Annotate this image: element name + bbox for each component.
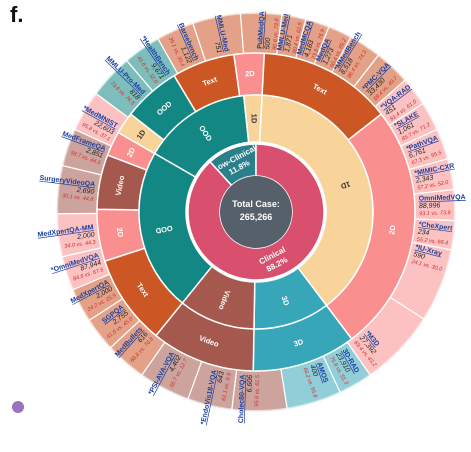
center-value: 265,266	[240, 212, 273, 222]
dataset-count: 500	[264, 37, 272, 49]
ring3-label-8: Video	[114, 174, 127, 196]
center-label: Total Case:	[232, 199, 280, 209]
dataset-name: *CheXpert	[418, 221, 453, 232]
dataset-stat: 34.0 vs. 44.3	[64, 239, 97, 249]
dataset-stat: 30.1 vs. 44.8	[62, 193, 95, 203]
dataset-count: 234	[416, 229, 430, 238]
dataset-name: Cholec80-VQA	[238, 375, 247, 424]
dataset-name: OmniMedVQA	[419, 194, 466, 203]
dataset-count: 1,871	[284, 34, 294, 53]
outer-ring	[55, 11, 457, 413]
dataset-stat: 80.8 vs. 73.8	[272, 17, 280, 50]
dataset-count: 400	[308, 364, 319, 377]
ring2-label-5: OOD	[154, 224, 173, 236]
dataset-count: 6,606	[247, 375, 255, 393]
dataset-stat: 61.1 vs. 8.9	[221, 372, 233, 401]
ring2-label-3: 3D	[280, 295, 292, 307]
ring3-label-1: 2D	[245, 69, 256, 78]
dataset-count: 88,996	[419, 202, 441, 210]
ring2-segment-5	[138, 152, 214, 304]
dataset-stat: 95.9 vs. 61.5	[254, 374, 261, 407]
center-disc	[220, 176, 292, 248]
outer-edge	[56, 12, 456, 412]
dataset-stat: 55.2 vs. 66.4	[416, 237, 448, 247]
ring3-label-7: 2D	[115, 227, 125, 238]
dataset-count: 751	[213, 41, 222, 54]
ring3-label-9: 2D	[125, 146, 138, 159]
ring2-segment-2	[258, 94, 374, 307]
dataset-count: 590	[412, 251, 425, 261]
dataset-count: 2,690	[75, 187, 94, 196]
dataset-name: PubMedQA	[257, 11, 267, 49]
legend-dot	[12, 401, 24, 413]
ring2-label-2: 1D	[339, 179, 351, 191]
dataset-count: 2,343	[414, 174, 434, 184]
ring3-label-3: 2D	[387, 224, 397, 235]
dataset-count: 2,000	[76, 232, 95, 242]
dataset-count: 643	[217, 371, 226, 384]
ring3-label-4: 3D	[293, 337, 305, 349]
ring2-label-1: 1D	[249, 114, 258, 124]
dataset-stat: 93.1 vs. 73.8	[419, 210, 452, 217]
dataset-label-16: Cholec80-VQA 6,606 95.9 vs. 61.5	[238, 374, 261, 423]
panel-label: f.	[10, 2, 24, 27]
center-circle: Total Case: 265,266	[220, 176, 292, 248]
